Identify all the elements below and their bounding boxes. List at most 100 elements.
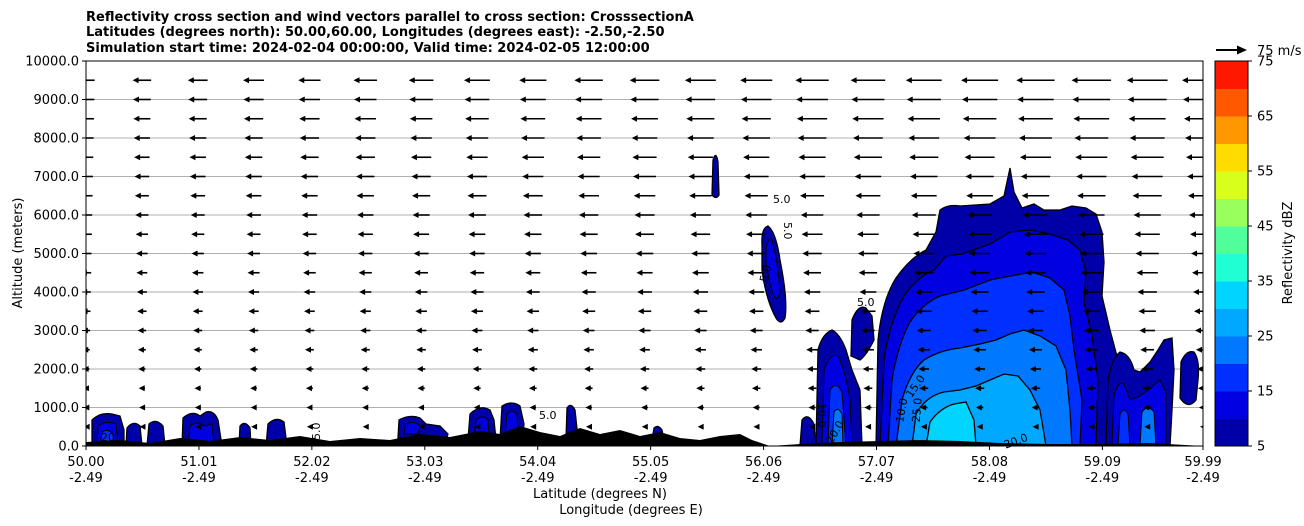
wind-vector xyxy=(684,77,716,84)
wind-vector xyxy=(632,154,657,161)
wind-key-label: 75 m/s xyxy=(1257,44,1302,59)
chart-title-line-1: Reflectivity cross section and wind vect… xyxy=(86,10,694,25)
x-tick-label-lon: -2.49 xyxy=(1186,471,1220,486)
wind-vector xyxy=(362,423,369,430)
wind-vector xyxy=(1142,385,1153,392)
colorbar-segment xyxy=(1215,308,1248,337)
wind-vector xyxy=(195,423,202,430)
wind-vector xyxy=(358,250,373,257)
wind-vector xyxy=(635,250,654,257)
wind-vector xyxy=(243,77,265,84)
wind-vector xyxy=(1182,77,1203,84)
wind-vector xyxy=(637,289,652,295)
wind-vector xyxy=(747,269,765,276)
wind-vector xyxy=(964,154,995,161)
wind-vector xyxy=(1027,308,1044,315)
wind-vector xyxy=(581,289,596,295)
wind-vector xyxy=(469,250,485,257)
wind-vector xyxy=(806,346,818,353)
wind-vector xyxy=(473,385,481,392)
wind-vector xyxy=(473,404,481,411)
wind-vector xyxy=(800,192,825,199)
wind-vector xyxy=(136,269,148,276)
x-tick-label-lon: -2.49 xyxy=(973,471,1007,486)
wind-vector xyxy=(1082,308,1100,315)
wind-vector xyxy=(471,327,483,334)
wind-vector xyxy=(975,404,984,411)
wind-vector xyxy=(1079,231,1104,238)
wind-vector xyxy=(745,212,768,218)
wind-vector xyxy=(357,212,374,218)
wind-vector xyxy=(189,135,207,141)
wind-vector xyxy=(854,173,882,180)
wind-vector xyxy=(917,346,930,353)
x-tick-label-lon: -2.49 xyxy=(69,471,103,486)
wind-vector xyxy=(796,96,828,103)
wind-vector xyxy=(1197,366,1203,372)
wind-vector xyxy=(244,135,263,141)
chart-title-line-3: Simulation start time: 2024-02-04 00:00:… xyxy=(86,41,650,56)
wind-vector xyxy=(136,250,148,257)
wind-vector xyxy=(303,269,316,276)
wind-vector xyxy=(696,404,704,411)
wind-vector xyxy=(965,173,994,180)
wind-vector xyxy=(191,231,205,238)
wind-vector xyxy=(357,231,373,238)
wind-vector xyxy=(851,96,885,103)
colorbar-tick-label: 45 xyxy=(1257,220,1274,235)
wind-vector xyxy=(298,96,321,103)
wind-vector xyxy=(361,385,369,392)
wind-vector xyxy=(525,269,541,276)
wind-vector xyxy=(1076,173,1107,180)
wind-vector xyxy=(1136,269,1158,276)
wind-vector xyxy=(362,404,369,411)
wind-vector xyxy=(691,250,710,257)
wind-vector xyxy=(1195,327,1203,334)
wind-vector xyxy=(740,96,772,103)
wind-vector xyxy=(751,385,761,392)
wind-vector xyxy=(797,135,827,141)
wind-vector xyxy=(1078,212,1105,218)
x-tick-label-lon: -2.49 xyxy=(634,471,668,486)
wind-vector xyxy=(1030,385,1041,392)
wind-vector xyxy=(86,385,90,392)
x-tick-label-lon: -2.49 xyxy=(1086,471,1120,486)
wind-vector xyxy=(188,115,207,122)
wind-vector xyxy=(1194,308,1203,315)
wind-vector xyxy=(360,327,371,334)
wind-vector xyxy=(86,346,90,353)
wind-vector xyxy=(468,212,486,218)
reflectivity-cell xyxy=(1179,351,1200,406)
wind-vector xyxy=(1191,250,1203,257)
colorbar-segment xyxy=(1215,418,1248,447)
wind-vector xyxy=(864,404,872,411)
wind-vector xyxy=(355,135,376,141)
wind-vector xyxy=(521,154,544,161)
wind-vector xyxy=(961,77,999,84)
y-tick-label: 6000.0 xyxy=(34,209,80,224)
y-tick-label: 1000.0 xyxy=(34,401,80,416)
reflectivity-cell xyxy=(1117,409,1131,446)
wind-vector xyxy=(415,308,427,315)
wind-vector xyxy=(853,135,883,141)
wind-vector xyxy=(247,289,260,295)
wind-vector xyxy=(974,366,986,372)
wind-vector xyxy=(472,346,482,353)
wind-vector xyxy=(920,404,928,411)
wind-vector xyxy=(1131,173,1163,180)
wind-vector xyxy=(802,250,822,257)
wind-vector xyxy=(1080,269,1102,276)
wind-vector xyxy=(528,385,537,392)
wind-vector xyxy=(299,135,320,141)
wind-vector xyxy=(303,289,316,295)
wind-vector xyxy=(575,115,602,122)
wind-vector xyxy=(1074,135,1109,141)
wind-vector xyxy=(1019,135,1052,141)
wind-vector xyxy=(134,192,149,199)
wind-vector xyxy=(578,212,599,218)
wind-vector xyxy=(743,154,770,161)
wind-vector xyxy=(862,366,874,372)
wind-vector xyxy=(466,173,488,180)
wind-vector xyxy=(1188,192,1203,199)
wind-vector xyxy=(746,250,766,257)
